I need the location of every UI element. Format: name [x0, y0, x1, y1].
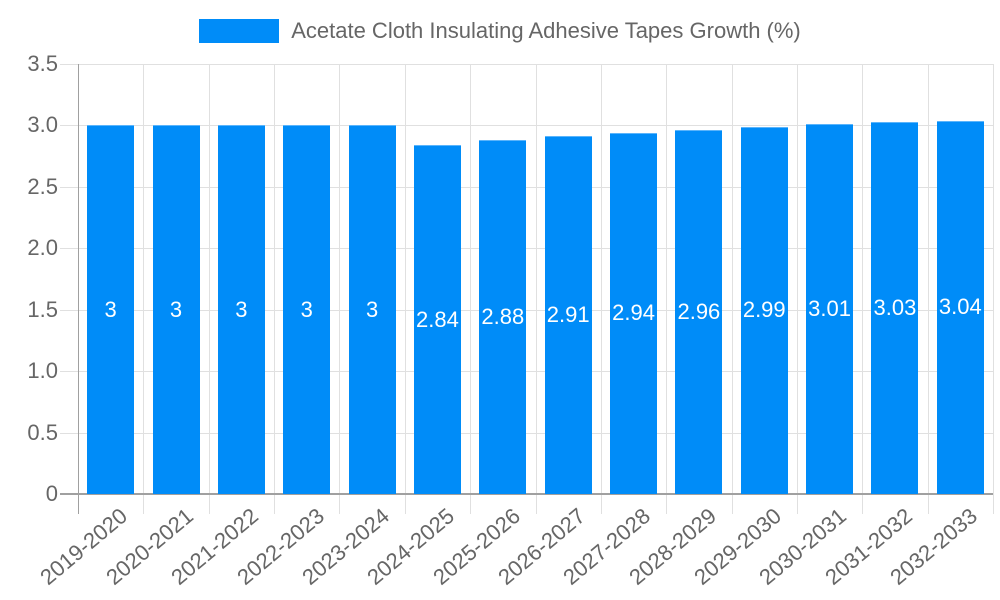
- y-tick-label: 0.5: [27, 419, 58, 445]
- gridline-vertical: [143, 64, 144, 514]
- gridline-vertical: [536, 64, 537, 514]
- bar-value-label: 3: [365, 296, 379, 322]
- y-axis: [78, 64, 79, 514]
- bar-value-label: 3.04: [938, 294, 982, 320]
- gridline-vertical: [928, 64, 929, 514]
- bar[interactable]: [217, 125, 265, 494]
- bar-value-label: 2.84: [416, 306, 459, 332]
- bar[interactable]: [152, 125, 200, 494]
- bar[interactable]: [283, 125, 331, 494]
- bar-value-label: 2.99: [742, 297, 786, 323]
- gridline-vertical: [209, 64, 210, 514]
- bar-value-label: 3: [235, 296, 248, 322]
- gridline-vertical: [470, 64, 471, 514]
- bar-value-label: 3: [300, 296, 313, 322]
- y-tick-label: 3.0: [27, 112, 58, 138]
- y-tick-label: 1.0: [27, 358, 58, 384]
- gridline-vertical: [666, 64, 667, 514]
- bar[interactable]: [413, 145, 461, 494]
- gridline-horizontal: [60, 310, 993, 311]
- gridline-horizontal: [60, 248, 993, 249]
- bar[interactable]: [87, 125, 135, 494]
- legend[interactable]: Acetate Cloth Insulating Adhesive Tapes …: [0, 18, 1000, 44]
- bar-value-label: 3: [169, 296, 183, 322]
- gridline-horizontal: [60, 125, 993, 126]
- bar-value-label: 2.88: [481, 304, 525, 330]
- y-tick-label: 3.5: [27, 51, 58, 76]
- gridline-vertical: [993, 64, 994, 514]
- bar[interactable]: [806, 124, 854, 494]
- gridline-vertical: [405, 64, 406, 514]
- gridline-horizontal: [60, 371, 993, 372]
- bar[interactable]: [871, 121, 919, 494]
- gridline-vertical: [797, 64, 798, 514]
- bar[interactable]: [936, 120, 984, 494]
- bar-value-label: 2.91: [546, 302, 590, 328]
- x-axis: [60, 493, 993, 495]
- gridline-vertical: [732, 64, 733, 514]
- gridline-vertical: [862, 64, 863, 514]
- bar[interactable]: [610, 132, 658, 494]
- legend-label: Acetate Cloth Insulating Adhesive Tapes …: [291, 18, 801, 43]
- y-tick-label: 2.0: [27, 235, 58, 261]
- gridline-vertical: [274, 64, 275, 514]
- bar-value-label: 2.94: [612, 300, 655, 326]
- gridline-horizontal: [60, 433, 993, 434]
- bar-value-label: 3.03: [873, 294, 917, 320]
- bar-value-label: 3: [104, 296, 117, 322]
- bar-value-label: 2.96: [677, 299, 721, 325]
- bar[interactable]: [740, 126, 788, 494]
- y-tick-label: 0: [45, 481, 58, 506]
- bar[interactable]: [544, 136, 592, 494]
- bar[interactable]: [479, 140, 527, 494]
- legend-swatch: [199, 19, 280, 43]
- bar[interactable]: [348, 125, 396, 494]
- gridline-horizontal: [60, 64, 993, 65]
- bar[interactable]: [675, 130, 723, 494]
- gridline-horizontal: [60, 187, 993, 188]
- y-tick-label: 1.5: [27, 296, 58, 322]
- y-tick-label: 2.5: [27, 173, 58, 199]
- gridline-vertical: [601, 64, 602, 514]
- gridline-vertical: [339, 64, 340, 514]
- bar-value-label: 3.01: [808, 296, 851, 322]
